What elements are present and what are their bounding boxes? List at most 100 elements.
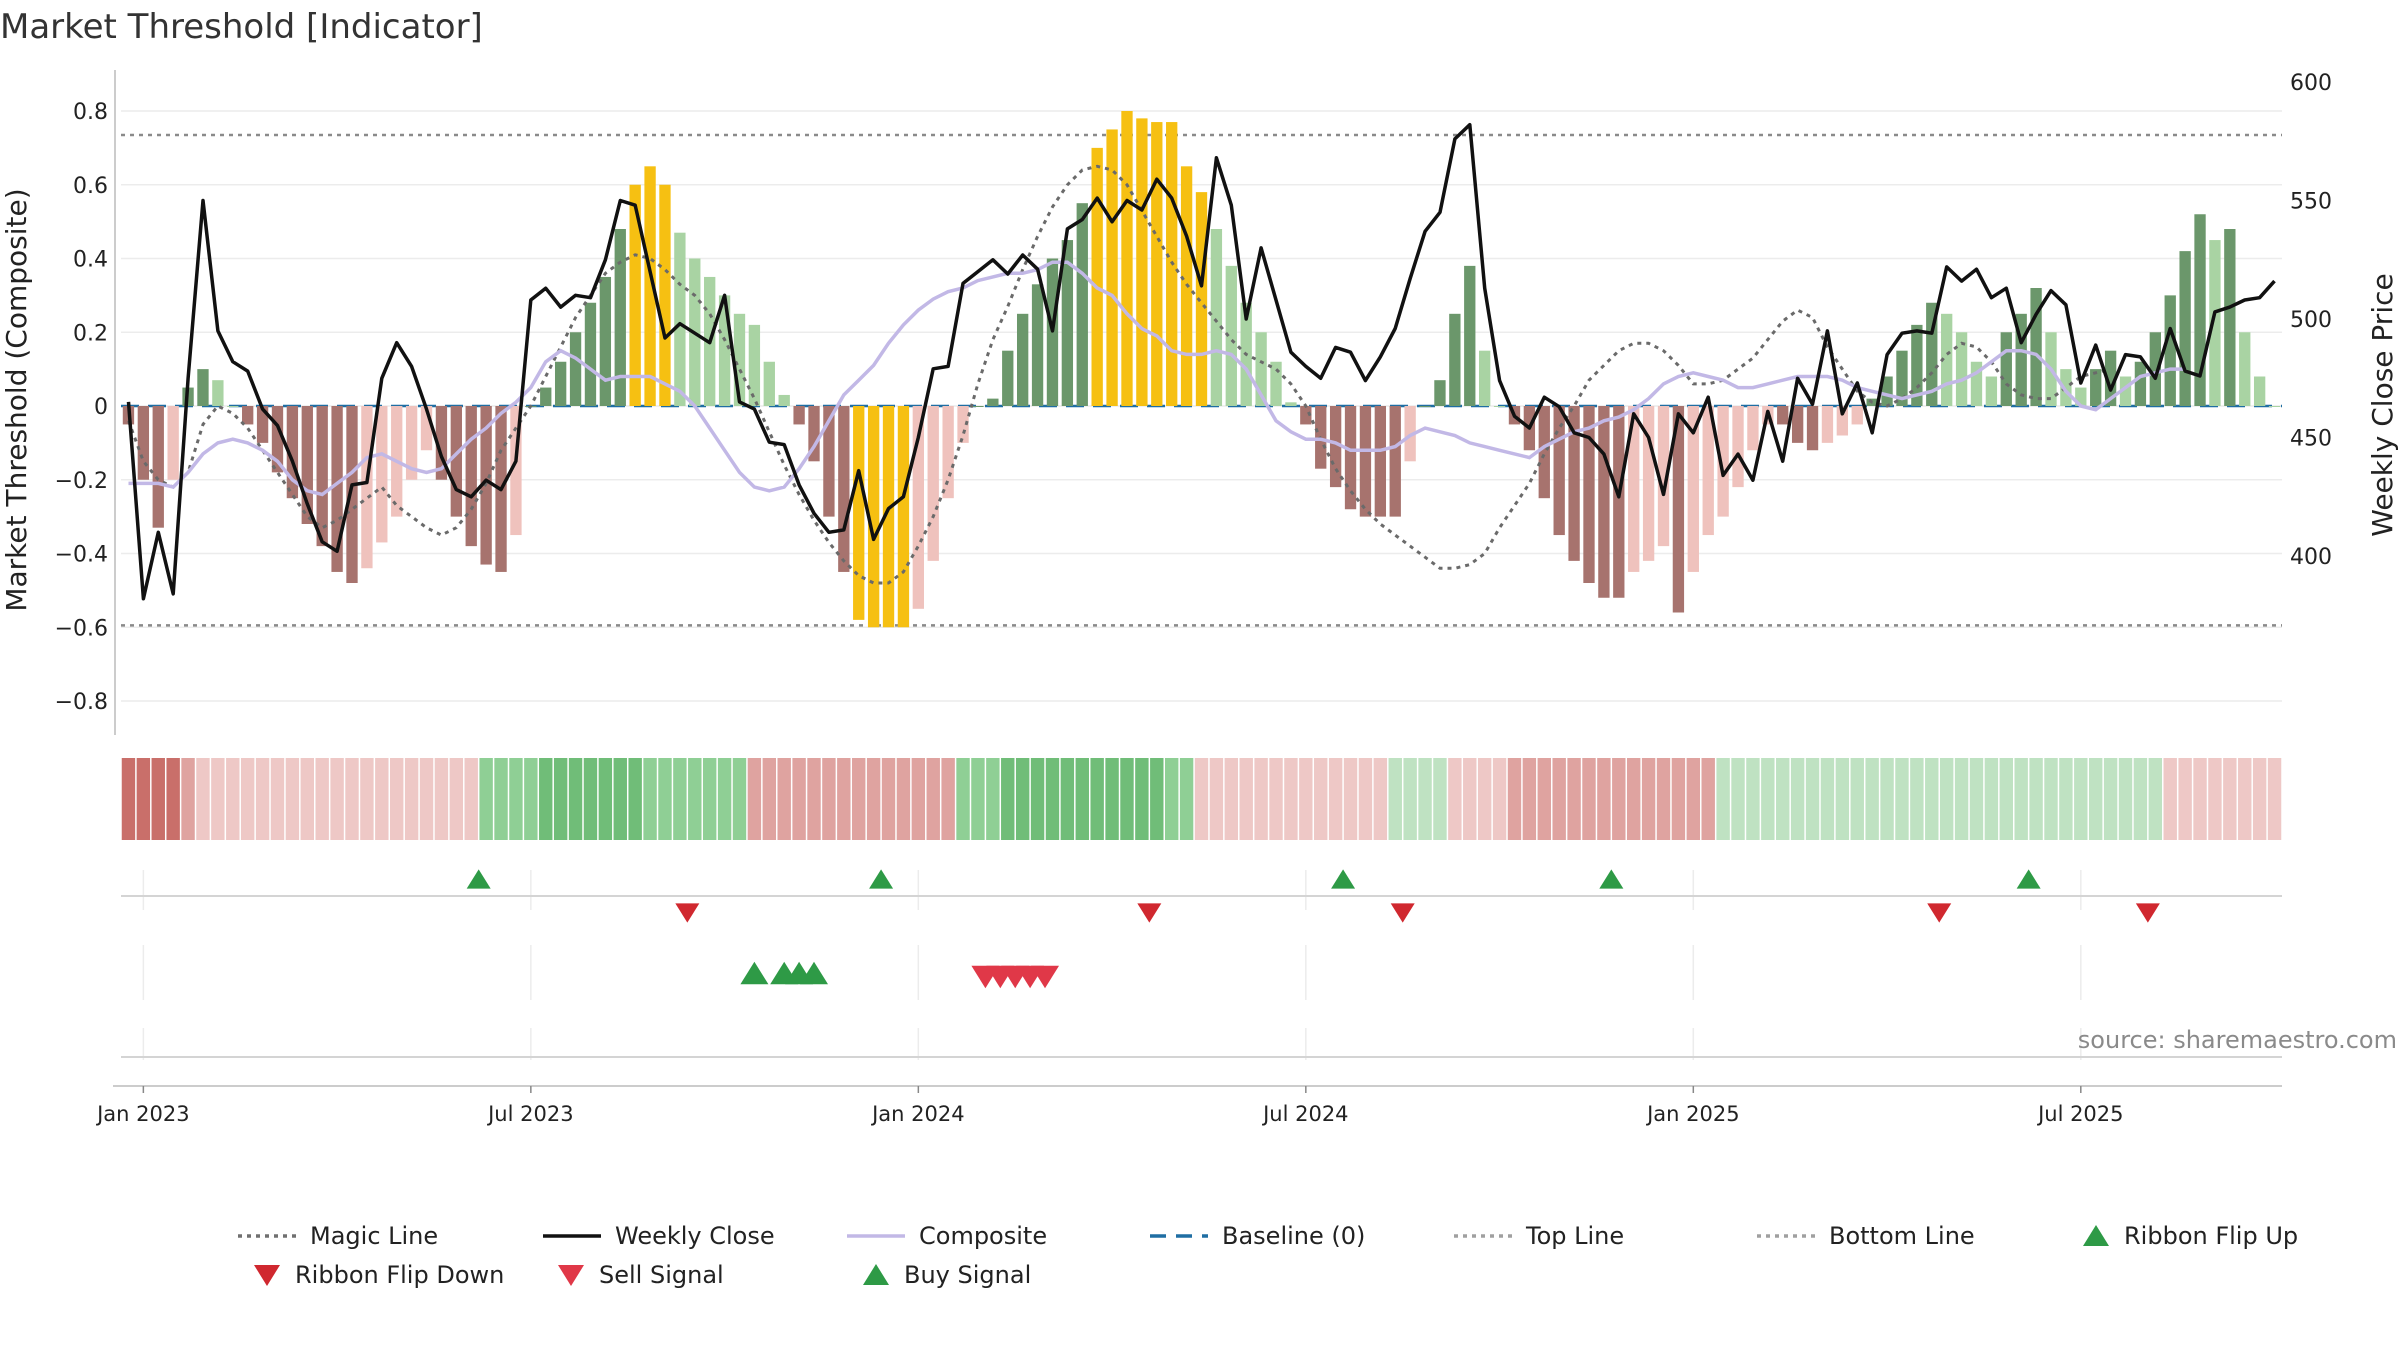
ribbon-flip-down-marker bbox=[1137, 903, 1162, 923]
composite-bar bbox=[405, 406, 418, 480]
composite-bar bbox=[718, 295, 731, 406]
ribbon-cell bbox=[1805, 758, 1820, 840]
ribbon-cell bbox=[226, 758, 240, 840]
composite-bar bbox=[823, 406, 835, 517]
composite-bar bbox=[152, 406, 164, 528]
ribbon-cell bbox=[866, 758, 881, 840]
ribbon-cell bbox=[1522, 758, 1537, 840]
ribbon-cell bbox=[941, 758, 955, 840]
series-lines bbox=[126, 122, 2276, 601]
composite-bar bbox=[659, 184, 671, 406]
legend-item: Magic Line bbox=[238, 1222, 438, 1250]
composite-bar bbox=[867, 406, 880, 628]
legend-swatch bbox=[863, 1264, 889, 1285]
left-tick-label: −0.2 bbox=[55, 469, 108, 494]
ribbon-cell bbox=[1284, 758, 1298, 840]
ribbon-cell bbox=[1999, 758, 2013, 840]
composite-bar bbox=[1702, 406, 1714, 536]
composite-bar bbox=[2090, 369, 2102, 406]
ribbon-cell bbox=[2089, 758, 2103, 840]
ribbon-cell bbox=[1015, 758, 1030, 840]
composite-bar bbox=[1687, 406, 1699, 572]
ribbon-cell bbox=[464, 758, 478, 840]
composite-bar bbox=[420, 406, 433, 451]
composite-bar bbox=[599, 276, 612, 406]
composite-bar bbox=[793, 406, 805, 425]
ribbon-cell bbox=[658, 758, 672, 840]
ribbon-cell bbox=[1850, 758, 1864, 840]
composite-bar bbox=[1031, 284, 1044, 406]
ribbon-cell bbox=[1537, 758, 1551, 840]
legend-item: Top Line bbox=[1454, 1222, 1624, 1250]
ribbon-cell bbox=[1060, 758, 1075, 840]
ribbon-cell bbox=[1045, 758, 1060, 840]
ribbon-cell bbox=[1969, 758, 1984, 840]
ribbon-cell bbox=[1507, 758, 1522, 840]
ribbon-cell bbox=[1030, 758, 1045, 840]
composite-bar bbox=[1329, 406, 1342, 488]
composite-bar bbox=[540, 387, 552, 406]
composite-bar bbox=[1389, 406, 1401, 517]
ribbon-cell bbox=[1090, 758, 1104, 840]
ribbon-cell bbox=[747, 758, 762, 840]
composite-bar bbox=[2224, 229, 2236, 406]
legend-item: Composite bbox=[847, 1222, 1047, 1250]
composite-bar bbox=[376, 406, 388, 543]
ribbon-cell bbox=[1135, 758, 1149, 840]
right-tick-label: 500 bbox=[2290, 308, 2332, 333]
composite-bar bbox=[1613, 406, 1625, 598]
ribbon-cell bbox=[2223, 758, 2237, 840]
composite-bar bbox=[1926, 302, 1938, 406]
date-tick-label: Jul 2024 bbox=[1261, 1102, 1348, 1126]
ribbon-cell bbox=[494, 758, 508, 840]
date-tick-label: Jan 2024 bbox=[870, 1102, 965, 1126]
ribbon-cell bbox=[1269, 758, 1283, 840]
ribbon-cell bbox=[1343, 758, 1358, 840]
ribbon-cell bbox=[583, 758, 598, 840]
composite-bar bbox=[1955, 332, 1968, 406]
ribbon-cell bbox=[1701, 758, 1715, 840]
ribbon-cell bbox=[1790, 758, 1805, 840]
right-tick-label: 400 bbox=[2290, 545, 2332, 570]
composite-line bbox=[128, 260, 2186, 497]
composite-bar bbox=[1449, 313, 1461, 406]
composite-bar bbox=[733, 313, 746, 406]
ribbon-cell bbox=[1686, 758, 1701, 840]
legend-item: Weekly Close bbox=[543, 1222, 775, 1250]
composite-bar bbox=[1419, 406, 1431, 407]
composite-bar bbox=[316, 406, 328, 547]
composite-bar bbox=[897, 406, 910, 628]
composite-bar bbox=[1106, 129, 1118, 406]
ribbon-cell bbox=[1105, 758, 1119, 840]
ribbon-cell bbox=[2178, 758, 2192, 840]
composite-bar bbox=[1493, 406, 1506, 407]
ribbon-cell bbox=[1164, 758, 1179, 840]
ribbon-cell bbox=[1358, 758, 1373, 840]
legend-swatch bbox=[254, 1265, 280, 1286]
ribbon-cell bbox=[852, 758, 866, 840]
ribbon-cell bbox=[1612, 758, 1626, 840]
composite-bar bbox=[1583, 406, 1595, 583]
composite-bar bbox=[1851, 406, 1863, 425]
ribbon-cell bbox=[1299, 758, 1313, 840]
composite-bar bbox=[212, 380, 224, 406]
left-tick-label: 0 bbox=[94, 395, 108, 420]
composite-bar bbox=[1002, 350, 1014, 406]
ribbon-cell bbox=[1567, 758, 1581, 840]
composite-bar bbox=[227, 406, 239, 407]
composite-bar bbox=[2239, 332, 2251, 406]
ribbon-cell bbox=[2267, 758, 2282, 840]
ribbon-cell bbox=[881, 758, 896, 840]
composite-bar bbox=[1836, 406, 1849, 436]
ribbon-cell bbox=[2238, 758, 2252, 840]
ribbon-cell bbox=[1671, 758, 1686, 840]
ribbon-cell bbox=[1984, 758, 1999, 840]
ribbon-cell bbox=[2163, 758, 2177, 840]
ribbon-cell bbox=[539, 758, 553, 840]
left-axis-ticks: 0.8 0.6 0.4 0.2 0 −0.2 −0.4 −0.6 −0.8 bbox=[55, 100, 108, 715]
composite-bar bbox=[2253, 376, 2266, 406]
left-tick-label: −0.8 bbox=[55, 690, 108, 715]
ribbon-flip-down-marker bbox=[675, 903, 700, 923]
ribbon-flip-up-marker bbox=[2016, 869, 2041, 889]
ribbon-cell bbox=[1001, 758, 1015, 840]
